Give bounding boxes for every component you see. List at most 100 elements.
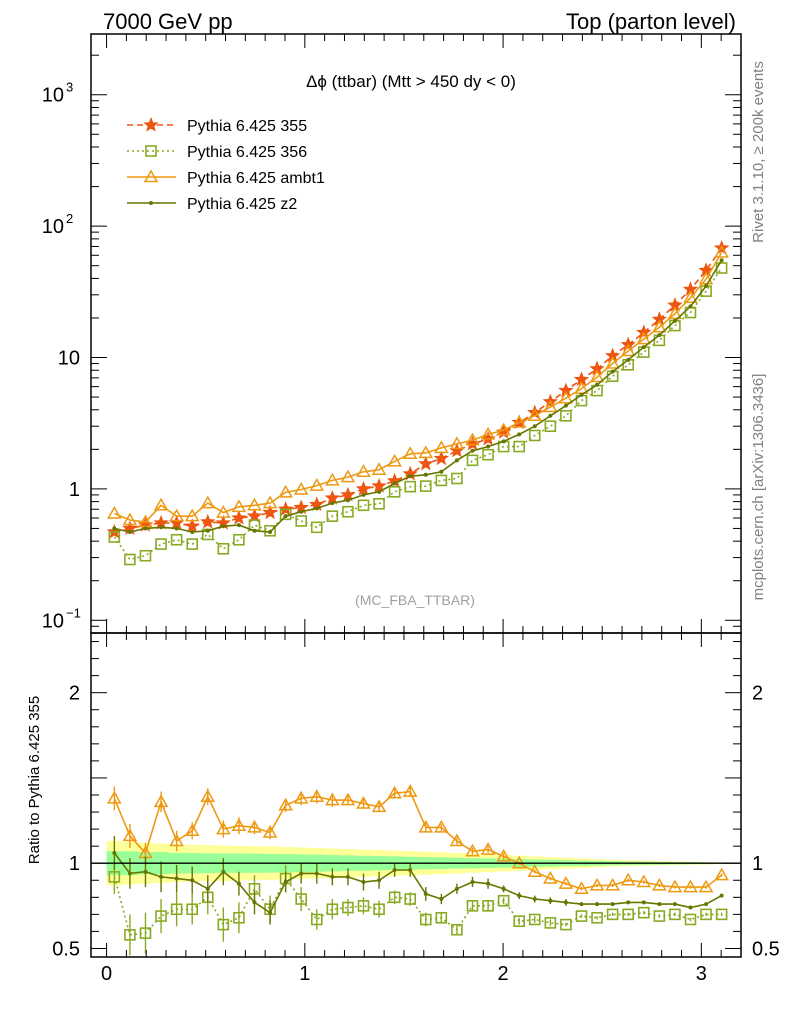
- data-point-s2-4: [169, 508, 184, 522]
- data-point-s3-21: [439, 469, 444, 474]
- data-point-s2-21: [434, 440, 449, 454]
- legend-label-3: Pythia 6.425 z2: [187, 196, 297, 213]
- x-tick-label: 2: [498, 963, 509, 985]
- ratio-point-s1-9: [247, 819, 262, 833]
- data-point-s2-11: [278, 484, 293, 498]
- data-point-s0-11: [277, 501, 294, 516]
- data-point-s3-28: [548, 413, 553, 418]
- ratio-point-s2-8: [236, 881, 241, 886]
- ratio-point-s2-0: [112, 850, 117, 855]
- data-point-s3-32: [610, 369, 615, 374]
- data-point-s2-36: [667, 306, 683, 320]
- y-tick-exponent: −1: [66, 605, 81, 620]
- ratio-point-s1-37: [683, 879, 698, 893]
- ratio-point-s0-1: [124, 929, 136, 941]
- data-point-s3-39: [719, 258, 724, 263]
- data-point-s2-18: [387, 453, 402, 467]
- data-point-s1-13: [310, 521, 323, 534]
- ratio-point-s1-33: [620, 872, 636, 886]
- data-point-s3-31: [595, 382, 600, 387]
- data-point-s1-23: [466, 454, 479, 467]
- data-point-s1-26: [513, 440, 526, 453]
- side-label-mcplots: mcplots.cern.ch [arXiv:1306.3436]: [750, 374, 767, 601]
- data-point-s1-2: [139, 549, 152, 562]
- data-point-s1-7: [217, 542, 230, 555]
- data-point-s0-16: [355, 480, 372, 496]
- ratio-point-s2-23: [470, 879, 475, 884]
- data-point-s3-8: [236, 523, 241, 528]
- ratio-point-s2-16: [361, 879, 366, 884]
- y-tick-exponent: 2: [66, 211, 73, 226]
- data-point-s3-22: [454, 458, 459, 463]
- ratio-point-s1-23: [465, 843, 480, 857]
- ratio-point-s2-29: [563, 900, 568, 905]
- ratio-point-s2-12: [299, 871, 304, 876]
- data-point-s2-23: [465, 432, 480, 446]
- ratio-point-s2-32: [610, 902, 615, 907]
- data-point-s2-5: [184, 508, 200, 522]
- data-point-s1-3: [155, 538, 167, 550]
- data-point-s2-1: [122, 512, 138, 526]
- data-point-s0-15: [340, 486, 356, 502]
- ratio-point-s0-14: [326, 903, 339, 916]
- ratio-point-s2-4: [174, 876, 179, 881]
- data-point-s3-4: [174, 526, 179, 531]
- ratio-point-s1-13: [309, 789, 325, 802]
- series-line-1: [113, 267, 723, 561]
- data-point-s3-15: [345, 498, 350, 503]
- data-point-s3-1: [127, 529, 132, 534]
- ratio-point-s2-37: [688, 905, 693, 910]
- ratio-point-s0-38: [700, 908, 712, 921]
- data-point-s3-11: [283, 514, 288, 519]
- data-point-s1-24: [482, 448, 494, 461]
- data-point-s3-36: [672, 318, 677, 323]
- data-point-s1-16: [357, 499, 370, 512]
- ratio-point-s1-3: [153, 794, 169, 808]
- data-point-s2-20: [418, 445, 434, 459]
- ratio-point-s2-11: [283, 879, 288, 884]
- data-point-s0-21: [433, 450, 450, 466]
- ratio-point-s0-28: [544, 917, 557, 929]
- data-point-s2-31: [589, 369, 605, 383]
- x-tick-label: 1: [299, 963, 310, 985]
- data-point-s3-34: [641, 345, 646, 350]
- ratio-point-s0-39: [715, 908, 728, 921]
- ratio-point-s1-25: [496, 848, 511, 862]
- ratio-point-s1-12: [293, 790, 309, 804]
- data-point-s0-20: [418, 455, 434, 471]
- ratio-point-s0-3: [155, 910, 167, 922]
- legend-marker-3: [149, 201, 153, 205]
- data-point-s2-13: [309, 478, 325, 491]
- ratio-point-s2-38: [704, 902, 709, 907]
- series-line-3: [114, 259, 723, 533]
- data-point-s3-2: [143, 526, 148, 531]
- data-point-s2-32: [605, 356, 620, 369]
- data-point-s2-17: [371, 462, 387, 475]
- y-tick-label: 10: [42, 610, 64, 632]
- ratio-point-s2-27: [532, 897, 537, 902]
- ratio-tick-label-right: 2: [752, 683, 763, 705]
- ratio-point-s1-28: [543, 871, 558, 884]
- ratio-point-s0-31: [591, 911, 603, 924]
- ratio-point-s1-4: [169, 833, 184, 847]
- ratio-point-s1-10: [262, 825, 278, 838]
- data-point-s3-9: [252, 528, 257, 533]
- data-point-s1-4: [170, 533, 183, 546]
- ratio-point-s0-33: [622, 908, 635, 921]
- data-point-s0-9: [246, 508, 263, 523]
- ratio-point-s2-25: [501, 886, 506, 891]
- data-point-s2-27: [527, 408, 543, 422]
- ratio-point-s1-30: [574, 881, 589, 895]
- ratio-point-s2-20: [423, 891, 428, 896]
- data-point-s3-23: [470, 448, 475, 453]
- data-point-s3-7: [221, 524, 226, 529]
- data-point-s2-25: [496, 422, 511, 436]
- data-point-s1-21: [435, 474, 448, 487]
- data-point-s3-12: [299, 509, 304, 514]
- data-point-s3-38: [704, 284, 709, 289]
- ratio-point-s2-13: [314, 871, 319, 876]
- data-point-s1-22: [451, 472, 463, 485]
- ratio-point-s0-37: [684, 913, 697, 926]
